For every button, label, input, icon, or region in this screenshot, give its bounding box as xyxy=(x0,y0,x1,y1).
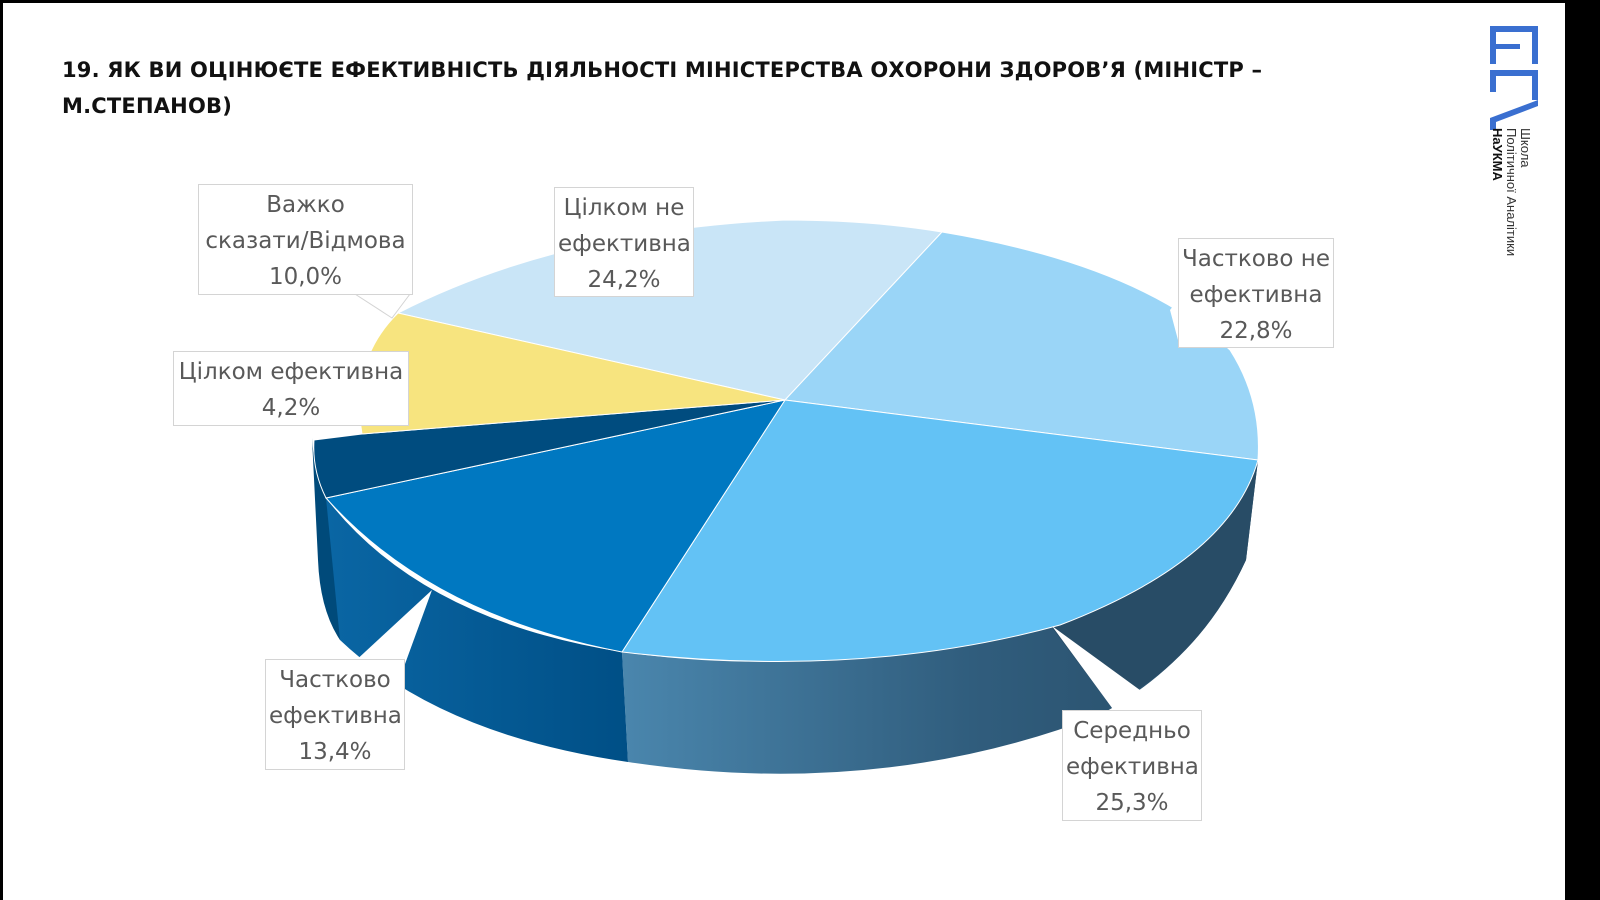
slice-side-serednio xyxy=(622,460,1258,774)
slice-side-chastkovo xyxy=(325,498,628,762)
label-chastkovo-ne: Частково не ефективна 22,8% xyxy=(1178,238,1334,348)
slice-chastkovo xyxy=(325,399,787,653)
slice-tsilkom xyxy=(313,399,786,499)
label-tsilkom-ne: Цілком не ефективна 24,2% xyxy=(554,187,694,297)
slice-tsilkom-ne xyxy=(396,219,944,401)
slice-side-tsilkom xyxy=(312,438,340,640)
label-chastkovo: Частково ефективна 13,4% xyxy=(265,659,405,770)
chart-title: 19. ЯК ВИ ОЦІНЮЄТЕ ЕФЕКТИВНІСТЬ ДІЯЛЬНОС… xyxy=(62,58,1263,118)
logo-mark-icon xyxy=(1490,26,1538,130)
label-tsilkom: Цілком ефективна 4,2% xyxy=(173,351,409,426)
slice-serednio xyxy=(621,399,1259,662)
label-serednio: Середньо ефективна 25,3% xyxy=(1062,710,1202,821)
label-vazhko: Важко сказати/Відмова 10,0% xyxy=(198,184,413,295)
